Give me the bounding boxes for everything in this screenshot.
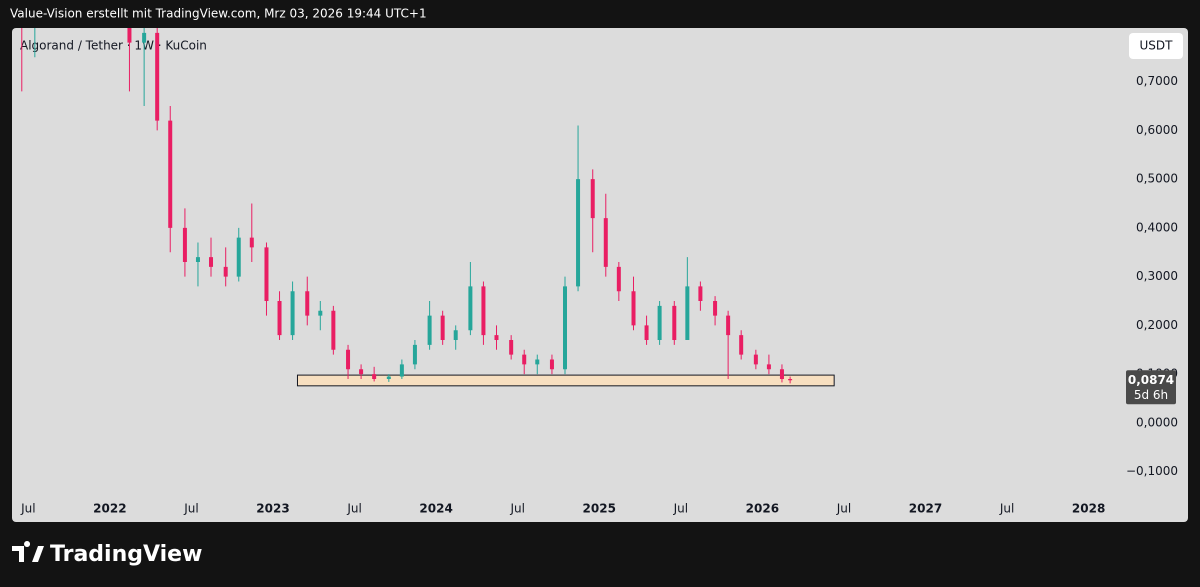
candle-body: [739, 335, 744, 355]
candle-body: [509, 340, 514, 355]
candle-body: [386, 376, 391, 379]
candle-body: [372, 374, 377, 379]
candle-body: [331, 310, 336, 350]
candle-body: [616, 266, 621, 292]
x-tick-label: Jul: [836, 502, 851, 516]
candle-body: [672, 305, 677, 340]
last-price-label: 0,0874: [1128, 373, 1174, 387]
candle-body: [168, 120, 173, 228]
candle-body: [264, 247, 269, 301]
currency-label: USDT: [1140, 39, 1174, 53]
candle-body: [713, 301, 718, 316]
candle-body: [698, 286, 703, 301]
x-tick-label: Jul: [20, 502, 35, 516]
tradingview-logo: [12, 541, 44, 562]
candle-body: [182, 227, 187, 262]
y-tick-label: 0,3000: [1136, 269, 1178, 283]
x-tick-label: Jul: [346, 502, 361, 516]
candle-body: [644, 325, 649, 340]
candle-body: [535, 359, 540, 365]
x-tick-label: 2027: [909, 502, 942, 516]
candle-body: [290, 291, 295, 336]
x-tick-label: Jul: [999, 502, 1014, 516]
candle-body: [549, 359, 554, 370]
logo-icon: [12, 541, 44, 562]
candle-body: [127, 28, 132, 43]
candle-body: [155, 32, 160, 121]
candle-body: [753, 354, 758, 365]
y-tick-label: −0,1000: [1126, 464, 1178, 478]
x-tick-label: 2026: [746, 502, 779, 516]
candle-body: [685, 286, 690, 340]
candle-body: [522, 354, 527, 365]
candle-body: [346, 349, 351, 370]
y-tick-label: 0,0000: [1136, 415, 1178, 429]
y-tick-label: 0,2000: [1136, 318, 1178, 332]
candle-body: [468, 286, 473, 331]
candle-body: [412, 344, 417, 365]
candle-body: [657, 305, 662, 340]
currency-button[interactable]: [1129, 33, 1183, 59]
candle-body: [481, 286, 486, 336]
candle-body: [195, 257, 200, 262]
candle-body: [590, 179, 595, 219]
candle-body: [249, 237, 254, 248]
chart-panel: [12, 28, 1188, 522]
candle-body: [453, 330, 458, 340]
candle-body: [440, 315, 445, 340]
candle-body: [399, 364, 404, 377]
candle-body: [142, 32, 147, 43]
candle-body: [788, 379, 793, 381]
y-tick-label: 0,7000: [1136, 74, 1178, 88]
x-tick-label: Jul: [509, 502, 524, 516]
candle-body: [576, 179, 581, 287]
x-tick-label: Jul: [183, 502, 198, 516]
x-tick-label: 2025: [583, 502, 616, 516]
candle-body: [359, 369, 364, 375]
x-tick-label: 2022: [93, 502, 126, 516]
countdown-label: 5d 6h: [1134, 388, 1168, 402]
candle-body: [223, 266, 228, 277]
candle-body: [318, 310, 323, 316]
candle-body: [277, 301, 282, 336]
candle-body: [631, 291, 636, 326]
header-text: Value-Vision erstellt mit TradingView.co…: [10, 7, 427, 21]
brand: TradingView: [50, 542, 202, 567]
x-tick-label: 2023: [256, 502, 289, 516]
candle-body: [563, 286, 567, 370]
candle-body: [766, 364, 771, 370]
candle-body: [726, 315, 731, 336]
candle-body: [427, 315, 432, 345]
x-tick-label: 2024: [419, 502, 452, 516]
chart-title: Algorand / Tether · 1W · KuCoin: [20, 39, 207, 53]
x-tick-label: Jul: [673, 502, 688, 516]
x-tick-label: 2028: [1072, 502, 1105, 516]
y-tick-label: 0,4000: [1136, 220, 1178, 234]
candle-body: [209, 257, 214, 267]
candle-body: [603, 218, 608, 267]
plot-area: [21, 28, 835, 387]
last-price-box: [1126, 370, 1176, 405]
candle-body: [779, 369, 784, 379]
y-tick-label: 0,5000: [1136, 172, 1178, 186]
candle-body: [305, 291, 310, 316]
support-zone: [296, 374, 835, 387]
candle-body: [494, 335, 499, 340]
y-tick-label: 0,6000: [1136, 123, 1178, 137]
candle-body: [236, 237, 241, 277]
